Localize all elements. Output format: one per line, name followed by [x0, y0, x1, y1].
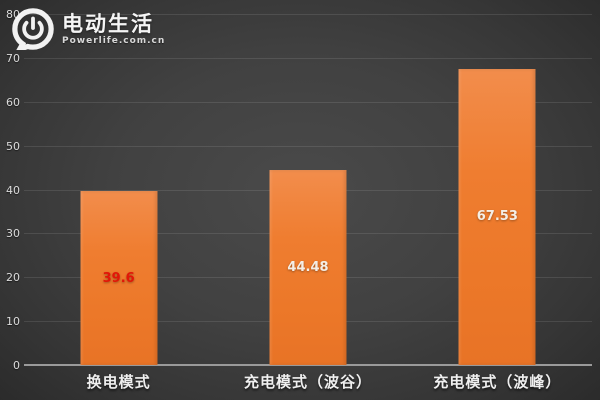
y-tick-label: 80 — [6, 8, 20, 21]
logo-subtitle: Powerlife.com.cn — [62, 35, 166, 46]
y-tick-label: 60 — [6, 95, 20, 109]
gridline — [24, 101, 592, 103]
y-tick-label: 40 — [6, 183, 20, 197]
bar-series: 39.6 44.48 67.53 — [24, 14, 592, 365]
x-axis-line — [24, 364, 592, 366]
power-icon — [12, 8, 54, 54]
logo: 电动生活 Powerlife.com.cn — [12, 8, 166, 54]
category-label: 充电模式（波峰） — [433, 373, 562, 391]
bar-huandian[interactable]: 39.6 — [80, 191, 158, 365]
gridline — [24, 57, 592, 59]
bar-slot: 44.48 — [213, 14, 402, 365]
y-tick-label: 0 — [13, 359, 20, 372]
category-label: 充电模式（波谷） — [243, 373, 372, 391]
bar-value-label: 67.53 — [476, 209, 518, 225]
y-tick-label: 50 — [6, 139, 20, 153]
gridline — [24, 14, 592, 15]
bar-slot: 67.53 — [403, 14, 592, 365]
x-axis-category-labels: 换电模式 充电模式（波谷） 充电模式（波峰） — [24, 367, 592, 397]
y-tick-label: 70 — [6, 51, 20, 65]
bar-value-label: 39.6 — [102, 270, 135, 286]
bar-chongdian-bogu[interactable]: 44.48 — [269, 169, 347, 365]
bar-chongdian-bofeng[interactable]: 67.53 — [458, 68, 536, 365]
y-tick-label: 30 — [6, 227, 20, 241]
category-label: 换电模式 — [86, 373, 151, 391]
logo-title: 电动生活 — [62, 11, 154, 36]
y-tick-label: 10 — [6, 315, 20, 329]
bar-slot: 39.6 — [24, 14, 213, 365]
gridline — [24, 145, 592, 147]
y-tick-label: 20 — [6, 271, 20, 285]
bar-value-label: 44.48 — [287, 259, 329, 275]
